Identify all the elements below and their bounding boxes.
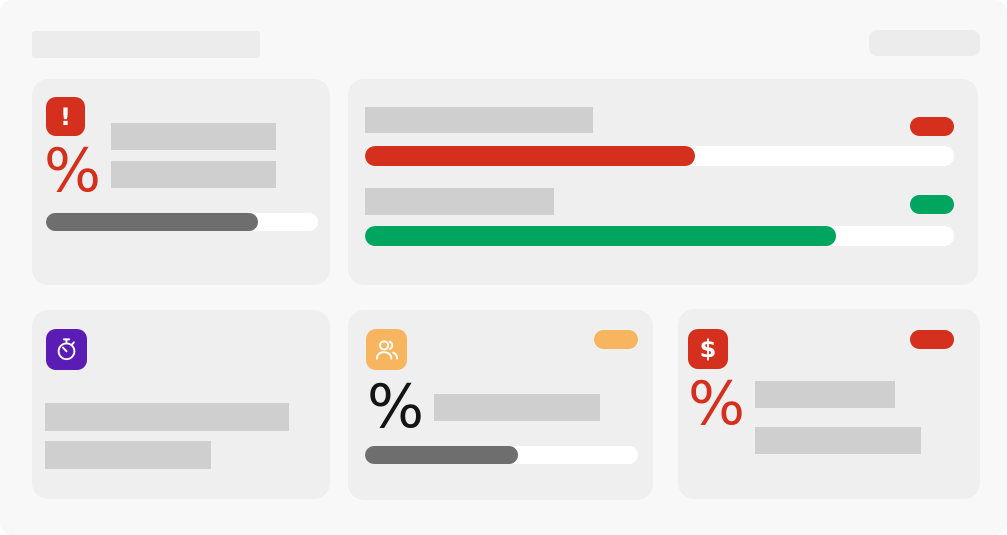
text-placeholder bbox=[755, 427, 921, 454]
money-kpi-card: $ % bbox=[678, 309, 980, 499]
text-placeholder bbox=[365, 107, 593, 133]
orange-status-badge bbox=[594, 330, 638, 349]
stopwatch-glyph bbox=[57, 338, 76, 361]
alert-exclamation-icon: ! bbox=[46, 97, 85, 136]
progress-bar-green bbox=[365, 226, 954, 246]
stopwatch-icon bbox=[46, 329, 87, 370]
text-placeholder bbox=[434, 394, 600, 421]
red-status-badge bbox=[910, 330, 954, 349]
progress-fill bbox=[46, 213, 259, 231]
header-action-button-placeholder[interactable] bbox=[869, 30, 980, 56]
progress-fill-green bbox=[365, 226, 837, 246]
users-icon bbox=[366, 329, 407, 370]
text-placeholder bbox=[45, 441, 211, 469]
text-placeholder bbox=[45, 403, 289, 431]
percent-symbol: % bbox=[44, 136, 101, 206]
progress-bar bbox=[365, 446, 638, 464]
page-title-placeholder bbox=[32, 31, 260, 58]
green-status-badge bbox=[910, 195, 954, 214]
users-kpi-card: % bbox=[348, 310, 653, 500]
text-placeholder bbox=[111, 123, 276, 150]
text-placeholder bbox=[365, 188, 554, 215]
percent-symbol: % bbox=[688, 369, 745, 439]
red-status-badge bbox=[910, 117, 954, 136]
users-glyph bbox=[375, 340, 399, 360]
progress-fill-red bbox=[365, 146, 695, 166]
progress-bar-red bbox=[365, 146, 954, 166]
progress-bar bbox=[46, 213, 318, 231]
comparison-card bbox=[348, 79, 978, 285]
timer-kpi-card bbox=[32, 310, 330, 499]
percent-symbol: % bbox=[367, 372, 424, 442]
text-placeholder bbox=[111, 161, 276, 188]
progress-fill bbox=[365, 446, 518, 464]
alert-kpi-card: ! % bbox=[32, 79, 330, 285]
dollar-icon: $ bbox=[688, 329, 728, 369]
text-placeholder bbox=[755, 381, 895, 408]
